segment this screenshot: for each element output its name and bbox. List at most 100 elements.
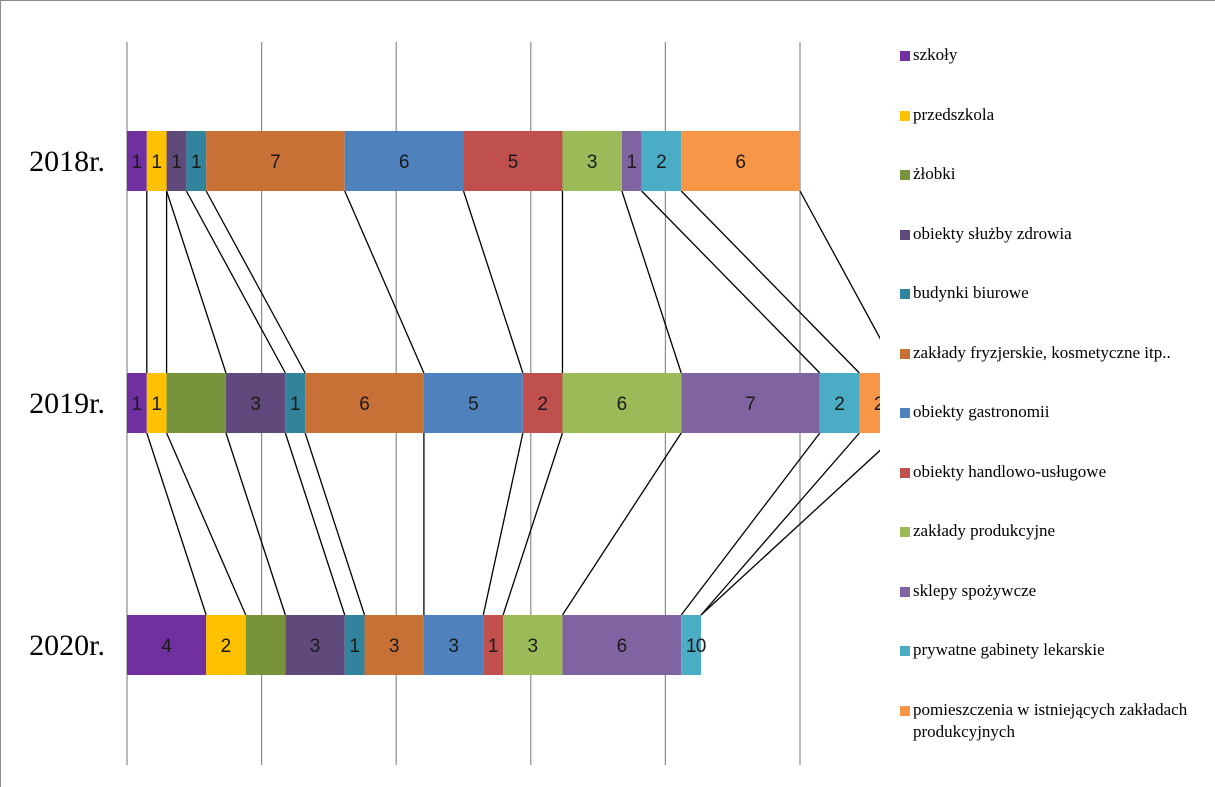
data-label: 2 xyxy=(221,636,232,657)
bar-segment xyxy=(206,615,246,675)
data-label: 2 xyxy=(874,394,880,415)
bar-segment xyxy=(127,373,147,433)
bar-segments xyxy=(127,131,880,675)
bar-segment xyxy=(562,373,682,433)
connector-line xyxy=(700,432,860,616)
connector-line xyxy=(482,432,524,616)
data-label: 6 xyxy=(617,636,628,657)
bar-segment xyxy=(562,131,622,191)
legend-swatch xyxy=(900,408,910,418)
bar-segment xyxy=(819,373,860,433)
bar-segment xyxy=(127,615,207,675)
data-label: 6 xyxy=(735,152,746,173)
legend-item: zakłady produkcyjne xyxy=(900,520,1200,542)
connector-line xyxy=(799,190,880,340)
bar-segment xyxy=(621,131,642,191)
data-label: 6 xyxy=(359,394,370,415)
data-label: 3 xyxy=(310,636,321,657)
connector-line xyxy=(462,190,524,374)
legend-label: obiekty służby zdrowia xyxy=(913,223,1072,243)
data-label: 3 xyxy=(587,152,598,173)
legend-item: obiekty gastronomii xyxy=(900,401,1200,423)
bar-segment xyxy=(285,373,306,433)
legend-label: prywatne gabinety lekarskie xyxy=(913,640,1105,659)
bar-segment xyxy=(166,131,187,191)
bar-segment xyxy=(483,615,504,675)
bar-segment xyxy=(146,131,167,191)
data-label: 2 xyxy=(656,152,667,173)
bar-segment xyxy=(859,373,880,433)
connector-line xyxy=(165,190,227,374)
bar-segment xyxy=(146,373,167,433)
legend-label: przedszkola xyxy=(913,104,995,124)
connector-line xyxy=(165,432,247,616)
legend-swatch xyxy=(900,51,910,61)
connector-line xyxy=(304,432,366,616)
bar-segment xyxy=(225,373,286,433)
stacked-bar-chart: 1 1 1 1 7 6 5 3 1 2 61 1 3 1 6 5 2 6 7 2 24 2 3 1 3 3 1 3 6 1 0 2018r.… xyxy=(29,42,880,765)
data-label: 7 xyxy=(745,394,756,415)
data-label: 1 xyxy=(290,394,301,415)
connector-line xyxy=(641,190,821,374)
series-connector-lines xyxy=(146,190,880,616)
data-label: 4 xyxy=(161,636,172,657)
bar-segment xyxy=(423,615,484,675)
legend-item: zakłady fryzjerskie, kosmetyczne itp.. xyxy=(900,342,1200,364)
legend-label: obiekty gastronomii xyxy=(913,402,1050,421)
bar-segment xyxy=(206,131,345,191)
legend-item: żłobki xyxy=(900,163,1200,185)
legend-item: pomieszczenia w istniejących zakładach p… xyxy=(900,699,1200,743)
legend-item: obiekty służby zdrowia xyxy=(900,223,1200,245)
data-label: 5 xyxy=(468,394,479,415)
bar-segment xyxy=(503,615,563,675)
bar-segment xyxy=(344,131,464,191)
bar-segment xyxy=(681,131,800,191)
data-label: 3 xyxy=(448,636,459,657)
data-label: 7 xyxy=(270,152,281,173)
bar-segment xyxy=(641,131,682,191)
connector-line xyxy=(225,432,286,616)
legend-item: obiekty handlowo-usługowe xyxy=(900,461,1200,483)
data-label: 5 xyxy=(508,152,519,173)
data-label: 1 xyxy=(132,152,143,173)
category-label: 2019r. xyxy=(29,387,105,420)
data-label: 2 xyxy=(834,394,845,415)
data-label: 1 xyxy=(349,636,360,657)
category-label: 2020r. xyxy=(29,629,105,662)
data-label: 1 xyxy=(132,394,143,415)
data-label: 1 xyxy=(686,636,697,657)
legend-swatch xyxy=(900,527,910,537)
bar-segment xyxy=(127,131,147,191)
legend-label: żłobki xyxy=(913,164,956,183)
legend-swatch xyxy=(900,170,910,180)
connector-line xyxy=(146,432,207,616)
data-label: 1 xyxy=(171,152,182,173)
legend-label: szkoły xyxy=(913,45,958,64)
legend-item: prywatne gabinety lekarskie xyxy=(900,639,1200,661)
data-label: 1 xyxy=(626,152,637,173)
legend-item: sklepy spożywcze xyxy=(900,580,1200,602)
connector-line xyxy=(205,190,306,374)
legend-swatch xyxy=(900,229,910,240)
bar-segment xyxy=(681,373,820,433)
connector-line xyxy=(621,190,682,374)
data-label: 0 xyxy=(696,636,707,657)
bar-segment xyxy=(522,373,563,433)
bar-segment xyxy=(305,373,424,433)
bar-segment xyxy=(681,615,702,675)
data-label: 1 xyxy=(488,636,499,657)
bar-segment xyxy=(463,131,563,191)
legend-swatch xyxy=(900,110,910,121)
legend-swatch xyxy=(900,646,910,656)
legend-swatch xyxy=(900,348,910,359)
bar-segment xyxy=(285,615,345,675)
legend-swatch xyxy=(900,705,910,716)
connector-line xyxy=(561,432,682,616)
legend-swatch xyxy=(900,467,910,478)
bar-segment xyxy=(245,615,286,675)
connector-line xyxy=(284,432,346,616)
data-label: 1 xyxy=(151,394,162,415)
legend-label: sklepy spożywcze xyxy=(913,580,1037,600)
data-label: 1 xyxy=(151,152,162,173)
